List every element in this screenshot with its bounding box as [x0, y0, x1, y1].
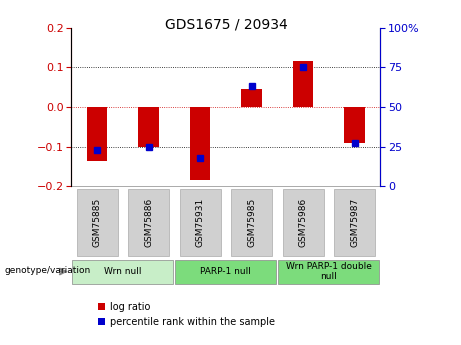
- Bar: [242, 89, 262, 107]
- Legend: log ratio, percentile rank within the sample: log ratio, percentile rank within the sa…: [94, 298, 279, 331]
- Text: GDS1675 / 20934: GDS1675 / 20934: [165, 17, 287, 31]
- Text: Wrn PARP-1 double
null: Wrn PARP-1 double null: [286, 262, 372, 282]
- Text: GSM75885: GSM75885: [93, 198, 102, 247]
- Bar: [293, 61, 313, 107]
- FancyBboxPatch shape: [72, 260, 173, 284]
- Bar: [138, 107, 159, 147]
- Text: genotype/variation: genotype/variation: [5, 266, 91, 275]
- Text: GSM75987: GSM75987: [350, 198, 359, 247]
- Bar: [87, 107, 107, 160]
- Text: GSM75931: GSM75931: [195, 198, 205, 247]
- FancyBboxPatch shape: [283, 189, 324, 256]
- Text: GSM75986: GSM75986: [299, 198, 307, 247]
- FancyBboxPatch shape: [334, 189, 375, 256]
- FancyBboxPatch shape: [176, 260, 276, 284]
- FancyBboxPatch shape: [180, 189, 221, 256]
- FancyBboxPatch shape: [77, 189, 118, 256]
- FancyBboxPatch shape: [278, 260, 379, 284]
- Bar: [344, 107, 365, 143]
- Bar: [190, 107, 211, 180]
- Text: Wrn null: Wrn null: [104, 267, 142, 276]
- Text: GSM75886: GSM75886: [144, 198, 153, 247]
- FancyBboxPatch shape: [128, 189, 169, 256]
- FancyBboxPatch shape: [231, 189, 272, 256]
- Text: GSM75985: GSM75985: [247, 198, 256, 247]
- Text: PARP-1 null: PARP-1 null: [201, 267, 251, 276]
